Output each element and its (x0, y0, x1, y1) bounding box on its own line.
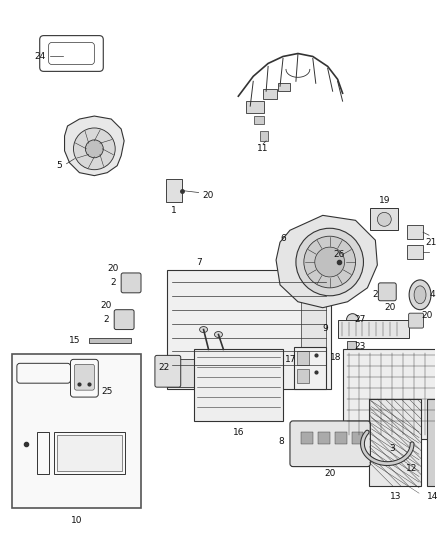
Text: 15: 15 (69, 336, 80, 345)
Bar (371, 208, 398, 230)
Ellipse shape (414, 286, 426, 304)
Text: 4: 4 (429, 290, 435, 300)
Text: 11: 11 (258, 144, 269, 154)
FancyBboxPatch shape (74, 365, 94, 390)
Text: 18: 18 (330, 353, 341, 362)
Text: 17: 17 (285, 355, 297, 364)
Bar (301, 432, 313, 444)
Text: 13: 13 (389, 492, 401, 501)
Text: 2: 2 (110, 278, 116, 287)
Text: 20: 20 (203, 191, 214, 200)
Ellipse shape (315, 247, 345, 277)
Bar (278, 83, 290, 91)
Text: 20: 20 (385, 303, 396, 312)
Bar (294, 348, 326, 389)
Text: 12: 12 (406, 464, 418, 473)
Text: 2: 2 (373, 290, 378, 300)
Bar (301, 280, 326, 379)
Bar (167, 270, 331, 389)
Bar (297, 369, 309, 383)
Bar (343, 350, 438, 439)
Ellipse shape (346, 313, 358, 326)
Bar (57, 435, 122, 471)
Text: 20: 20 (101, 301, 112, 310)
Bar (335, 432, 346, 444)
Text: 1: 1 (171, 206, 177, 215)
Text: 27: 27 (355, 315, 366, 324)
Text: 14: 14 (427, 492, 438, 501)
Bar (166, 179, 182, 203)
Bar (89, 337, 131, 343)
Text: 2: 2 (103, 315, 109, 324)
Bar (37, 432, 49, 473)
Ellipse shape (215, 332, 223, 337)
Bar (338, 320, 409, 337)
Bar (117, 364, 124, 369)
FancyBboxPatch shape (290, 421, 371, 466)
Text: 20: 20 (421, 311, 433, 320)
Text: 9: 9 (323, 324, 328, 333)
Text: 3: 3 (389, 444, 395, 453)
Ellipse shape (378, 212, 391, 227)
Ellipse shape (74, 128, 115, 169)
Bar (53, 432, 125, 473)
Bar (260, 131, 268, 141)
Text: 10: 10 (71, 516, 82, 524)
Ellipse shape (296, 228, 364, 296)
Text: 24: 24 (34, 52, 46, 61)
FancyBboxPatch shape (409, 313, 424, 328)
Text: 22: 22 (158, 363, 170, 372)
FancyBboxPatch shape (378, 283, 396, 301)
Bar (263, 89, 277, 99)
Text: 6: 6 (280, 233, 286, 243)
Bar (318, 432, 330, 444)
Bar (246, 101, 264, 113)
Bar (407, 225, 423, 239)
Ellipse shape (200, 327, 208, 333)
Bar (352, 432, 364, 444)
FancyBboxPatch shape (121, 273, 141, 293)
Text: 20: 20 (324, 469, 336, 478)
Bar (407, 245, 423, 259)
Bar (167, 359, 201, 387)
Bar (427, 399, 438, 487)
Bar (194, 350, 283, 421)
Polygon shape (276, 215, 378, 308)
FancyBboxPatch shape (155, 356, 181, 387)
Text: 7: 7 (196, 257, 201, 266)
Text: 20: 20 (107, 264, 119, 273)
Bar (297, 351, 309, 365)
Text: 21: 21 (425, 238, 437, 247)
Text: 19: 19 (378, 196, 390, 205)
Bar (12, 354, 141, 508)
Ellipse shape (409, 280, 431, 310)
Text: 8: 8 (278, 437, 284, 446)
FancyBboxPatch shape (112, 357, 138, 393)
Text: 25: 25 (102, 386, 113, 395)
Bar (369, 399, 421, 487)
Ellipse shape (304, 236, 356, 288)
Text: 23: 23 (355, 342, 366, 351)
Polygon shape (64, 116, 124, 176)
Bar (254, 116, 264, 124)
Text: 5: 5 (57, 161, 63, 170)
Text: 26: 26 (333, 249, 344, 259)
FancyBboxPatch shape (114, 310, 134, 329)
Text: 16: 16 (233, 429, 244, 438)
Bar (117, 373, 124, 379)
Ellipse shape (85, 140, 103, 158)
Bar (346, 342, 357, 351)
